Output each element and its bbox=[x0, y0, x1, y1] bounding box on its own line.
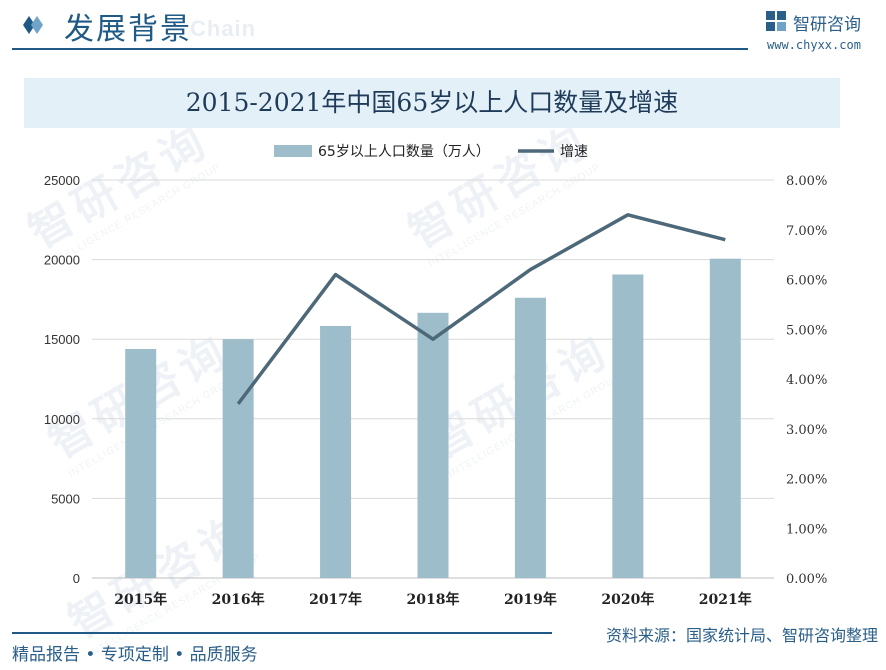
footer-divider bbox=[12, 632, 552, 634]
double-diamond-icon bbox=[23, 16, 43, 34]
bar bbox=[222, 339, 254, 578]
legend-bar-swatch bbox=[274, 145, 312, 157]
y-right-tick-label: 7.00% bbox=[786, 224, 827, 239]
section-title: 发展背景 bbox=[64, 12, 192, 47]
y-right-tick-label: 2.00% bbox=[786, 473, 827, 488]
bar bbox=[125, 348, 157, 578]
y-left-tick-label: 20000 bbox=[44, 253, 80, 268]
y-left-tick-label: 0 bbox=[73, 571, 80, 586]
chart-title-band: 2015-2021年中国65岁以上人口数量及增速 bbox=[24, 78, 840, 128]
legend-line-label: 增速 bbox=[560, 144, 588, 160]
y-right-tick-label: 4.00% bbox=[786, 373, 827, 388]
y-right-tick-label: 5.00% bbox=[786, 323, 827, 338]
header-divider bbox=[12, 48, 748, 50]
x-tick-label: 2021年 bbox=[699, 591, 752, 608]
footer-tagline: 精品报告 • 专项定制 • 品质服务 bbox=[12, 645, 258, 665]
chart: 0 5000 10000 15000 20000 25000 0.00% 1.00% 2.00%… bbox=[44, 144, 827, 608]
data-source: 资料来源：国家统计局、智研咨询整理 bbox=[605, 626, 878, 645]
y-left-tick-label: 15000 bbox=[44, 332, 80, 347]
header-ghost-text: Chain bbox=[190, 16, 257, 41]
x-tick-label: 2017年 bbox=[309, 591, 362, 608]
bar bbox=[514, 297, 546, 578]
y-right-tick-label: 0.00% bbox=[786, 572, 827, 587]
brand-name: 智研咨询 bbox=[793, 15, 861, 35]
growth-line bbox=[236, 213, 726, 405]
header: Chain 发展背景 智研咨询 www.chyxx.com bbox=[0, 0, 886, 52]
y-left-tick-label: 10000 bbox=[44, 412, 80, 427]
x-tick-label: 2019年 bbox=[504, 591, 557, 608]
bar bbox=[709, 258, 741, 578]
x-tick-label: 2016年 bbox=[212, 591, 265, 608]
bar bbox=[612, 274, 644, 578]
y-right-tick-label: 3.00% bbox=[786, 423, 827, 438]
chart-title: 2015-2021年中国65岁以上人口数量及增速 bbox=[185, 88, 679, 117]
y-left-tick-label: 25000 bbox=[44, 173, 80, 188]
legend-bar-label: 65岁以上人口数量（万人） bbox=[318, 144, 490, 160]
bar bbox=[320, 325, 352, 578]
y-right-tick-label: 6.00% bbox=[786, 274, 827, 289]
y-right-tick-label: 1.00% bbox=[786, 522, 827, 537]
x-tick-label: 2015年 bbox=[114, 591, 167, 608]
bar bbox=[417, 312, 449, 578]
y-right-tick-label: 8.00% bbox=[786, 174, 827, 189]
brand-url: www.chyxx.com bbox=[767, 38, 861, 52]
brand: 智研咨询 www.chyxx.com bbox=[765, 8, 880, 52]
y-left-tick-label: 5000 bbox=[51, 491, 80, 506]
x-tick-label: 2018年 bbox=[407, 591, 460, 608]
x-tick-label: 2020年 bbox=[601, 591, 654, 608]
brand-logo-icon bbox=[766, 11, 786, 31]
